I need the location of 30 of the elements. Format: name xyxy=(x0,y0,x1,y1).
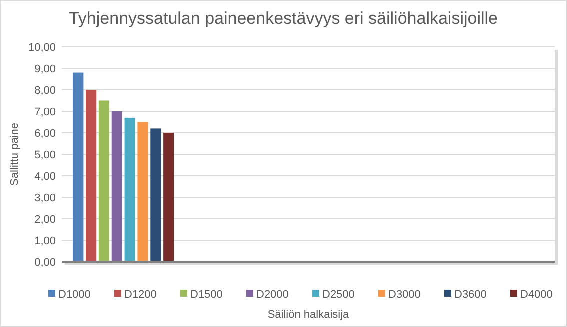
legend-label: D4000 xyxy=(520,288,553,301)
y-tick-label: 8,00 xyxy=(34,84,56,97)
y-tick-label: 6,00 xyxy=(34,128,56,140)
legend-label: D1000 xyxy=(58,288,91,301)
y-tick-label: 3,00 xyxy=(34,192,56,204)
legend-label: D1200 xyxy=(124,288,157,301)
legend-label: D2000 xyxy=(256,288,289,301)
y-axis-title: Sallittu paine xyxy=(9,123,21,186)
bar xyxy=(112,112,122,262)
y-tick-label: 7,00 xyxy=(34,106,56,118)
bar xyxy=(150,128,162,262)
bar xyxy=(98,100,110,262)
y-tick-label: 5,00 xyxy=(34,149,56,162)
y-tick-label: 1,00 xyxy=(34,235,56,248)
legend-label: D2500 xyxy=(322,288,355,301)
bar xyxy=(138,122,148,262)
bar xyxy=(73,72,84,262)
legend-label: D3000 xyxy=(388,288,421,301)
y-tick-label: 0,00 xyxy=(34,256,56,269)
bar xyxy=(86,90,97,262)
y-tick-label: 2,00 xyxy=(34,214,56,226)
x-axis-title: Säiliön halkaisija xyxy=(268,309,350,321)
y-tick-label: 10,00 xyxy=(28,42,56,54)
legend-label: D1500 xyxy=(190,288,223,301)
chart-title: Tyhjennyssatulan paineenkestävyys eri säiliöhalkaisijoille xyxy=(68,9,498,28)
bar xyxy=(164,133,174,262)
legend-label: D3600 xyxy=(454,288,487,301)
y-tick-label: 9,00 xyxy=(34,63,56,76)
y-tick-label: 4,00 xyxy=(34,170,56,183)
bar xyxy=(124,118,136,262)
